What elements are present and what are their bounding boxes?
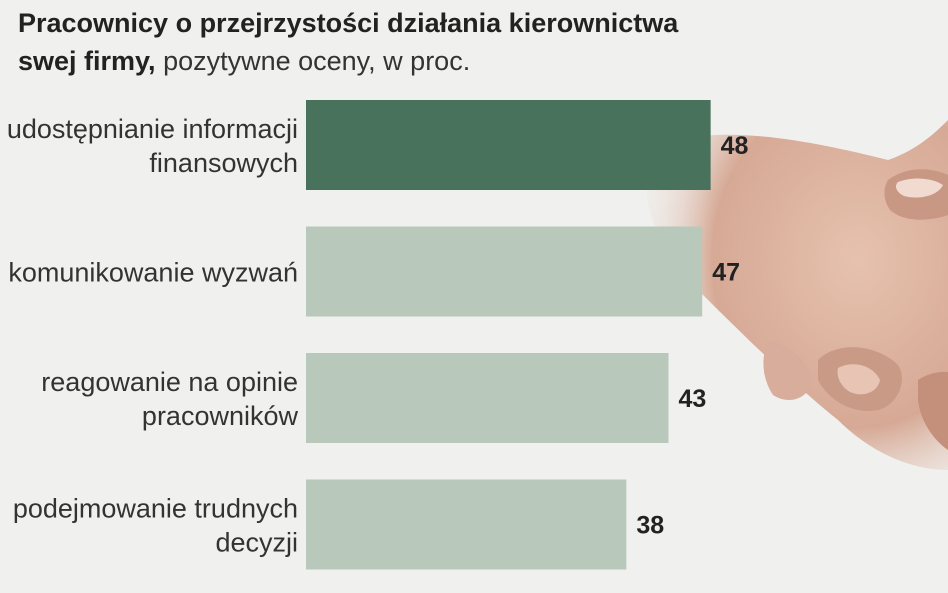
chart-title-line1: Pracownicy o przejrzystości działania ki… — [18, 8, 679, 38]
category-label-2-line-1: pracowników — [142, 401, 299, 431]
bar-3 — [306, 479, 627, 570]
category-label-3-line-1: decyzji — [215, 528, 298, 558]
bar-0 — [306, 100, 711, 190]
chart-title: Pracownicy o przejrzystości działania ki… — [18, 4, 678, 80]
category-label-2: reagowanie na opinie pracowników — [41, 367, 298, 431]
bar-2 — [306, 353, 669, 443]
category-label-1-line-0: komunikowanie wyzwań — [8, 258, 298, 288]
bar-1 — [306, 226, 703, 317]
category-label-1: komunikowanie wyzwań — [8, 258, 298, 288]
value-label-3: 38 — [636, 512, 664, 540]
chart-title-line2-bold: swej firmy, — [18, 46, 156, 76]
category-label-0-line-0: udostępnianie informacji — [7, 114, 298, 144]
category-label-3: podejmowanie trudnych decyzji — [13, 494, 298, 558]
value-label-2: 43 — [678, 385, 706, 413]
category-label-0: udostępnianie informacji finansowych — [7, 114, 298, 178]
category-label-2-line-0: reagowanie na opinie — [41, 367, 298, 397]
category-label-3-line-0: podejmowanie trudnych — [13, 494, 298, 524]
category-label-0-line-1: finansowych — [149, 148, 298, 178]
value-label-0: 48 — [721, 132, 749, 160]
chart-subtitle: pozytywne oceny, w proc. — [155, 46, 471, 76]
value-label-1: 47 — [712, 259, 740, 287]
